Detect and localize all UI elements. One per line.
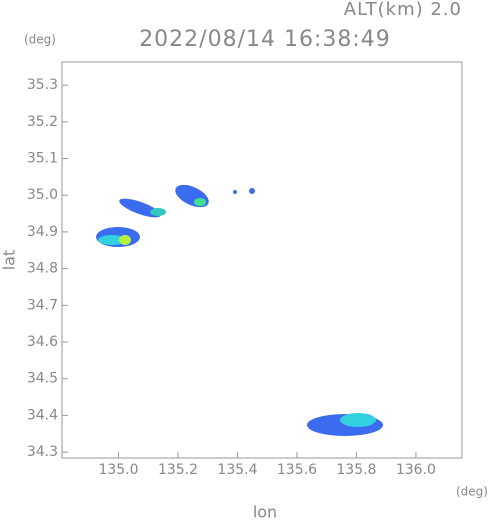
plot-frame — [61, 61, 463, 459]
x-tick-label: 136.0 — [396, 462, 436, 478]
echo — [150, 208, 166, 216]
echo — [249, 188, 255, 194]
echo — [233, 190, 237, 194]
x-label: lon — [253, 503, 277, 522]
echo — [119, 198, 161, 218]
x-tick-label: 135.8 — [336, 462, 376, 478]
x-tick-label: 135.4 — [217, 462, 257, 478]
y-tick-label: 34.5 — [27, 371, 58, 387]
altitude: ALT(km) 2.0 — [344, 0, 462, 20]
y-tick-label: 35.3 — [27, 77, 58, 93]
x-tick-label: 135.6 — [277, 462, 317, 478]
y-unit: (deg) — [24, 33, 56, 47]
echo — [98, 235, 126, 245]
y-tick-label: 35.1 — [27, 151, 58, 167]
y-tick-label: 34.9 — [27, 224, 58, 240]
y-tick-label: 34.6 — [27, 334, 58, 350]
x-tick-label: 135.0 — [98, 462, 138, 478]
echo — [119, 235, 131, 245]
echo — [175, 184, 209, 208]
y-tick-label: 34.8 — [27, 261, 58, 277]
echo — [194, 198, 206, 206]
y-tick-label: 34.3 — [27, 444, 58, 460]
echo — [340, 413, 376, 427]
y-label: lat — [0, 250, 19, 271]
echo-cells — [96, 184, 383, 436]
y-tick-label: 34.4 — [27, 407, 58, 423]
y-tick-label: 35.2 — [27, 114, 58, 130]
x-tick-label: 135.2 — [158, 462, 198, 478]
x-unit: (deg) — [456, 485, 488, 499]
y-tick-label: 35.0 — [27, 187, 58, 203]
chart-title: 2022/08/14 16:38:49 — [139, 27, 391, 52]
y-tick-label: 34.7 — [27, 297, 58, 313]
